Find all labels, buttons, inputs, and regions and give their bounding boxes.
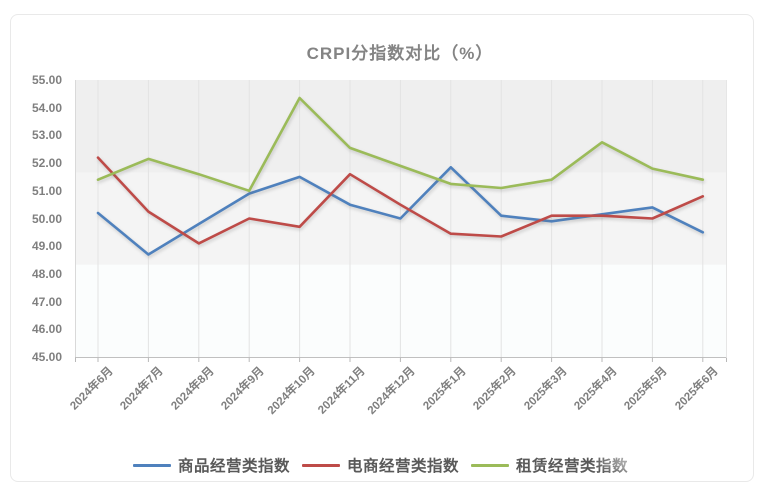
- y-axis-label: 50.00: [31, 211, 62, 226]
- y-axis-label: 52.00: [31, 156, 62, 171]
- y-axis-label: 46.00: [31, 322, 62, 337]
- series-line-ecommerce: [96, 156, 705, 245]
- legend-item-goods: 商品经营类指数: [132, 454, 290, 476]
- chart-title: CRPI分指数对比（%）: [306, 44, 494, 63]
- y-axis-label: 53.00: [31, 128, 62, 143]
- series-line-rental: [96, 96, 705, 193]
- y-axis-label: 51.00: [31, 183, 62, 198]
- legend-label: 商品经营类指数: [177, 458, 290, 475]
- series-line-goods: [96, 166, 705, 256]
- legend-item-ecommerce: 电商经营类指数: [301, 454, 459, 476]
- legend-item-rental: 租赁经营类指数: [471, 454, 628, 476]
- legend-label: 电商经营类指数: [346, 458, 459, 475]
- y-axis-label: 55.00: [31, 73, 62, 87]
- legend-swatch: [132, 463, 171, 467]
- y-axis-label: 49.00: [31, 239, 62, 254]
- y-axis-label: 54.00: [31, 100, 62, 115]
- chart-legend: 商品经营类指数 电商经营类指数 租赁经营类指数: [0, 454, 761, 476]
- legend-label: 租赁经营类指数: [516, 458, 629, 475]
- y-axis-label: 48.00: [31, 266, 62, 281]
- y-axis-label: 45.00: [31, 350, 62, 364]
- y-axis-label: 47.00: [31, 294, 62, 309]
- legend-swatch: [301, 463, 340, 467]
- legend-swatch: [471, 463, 509, 467]
